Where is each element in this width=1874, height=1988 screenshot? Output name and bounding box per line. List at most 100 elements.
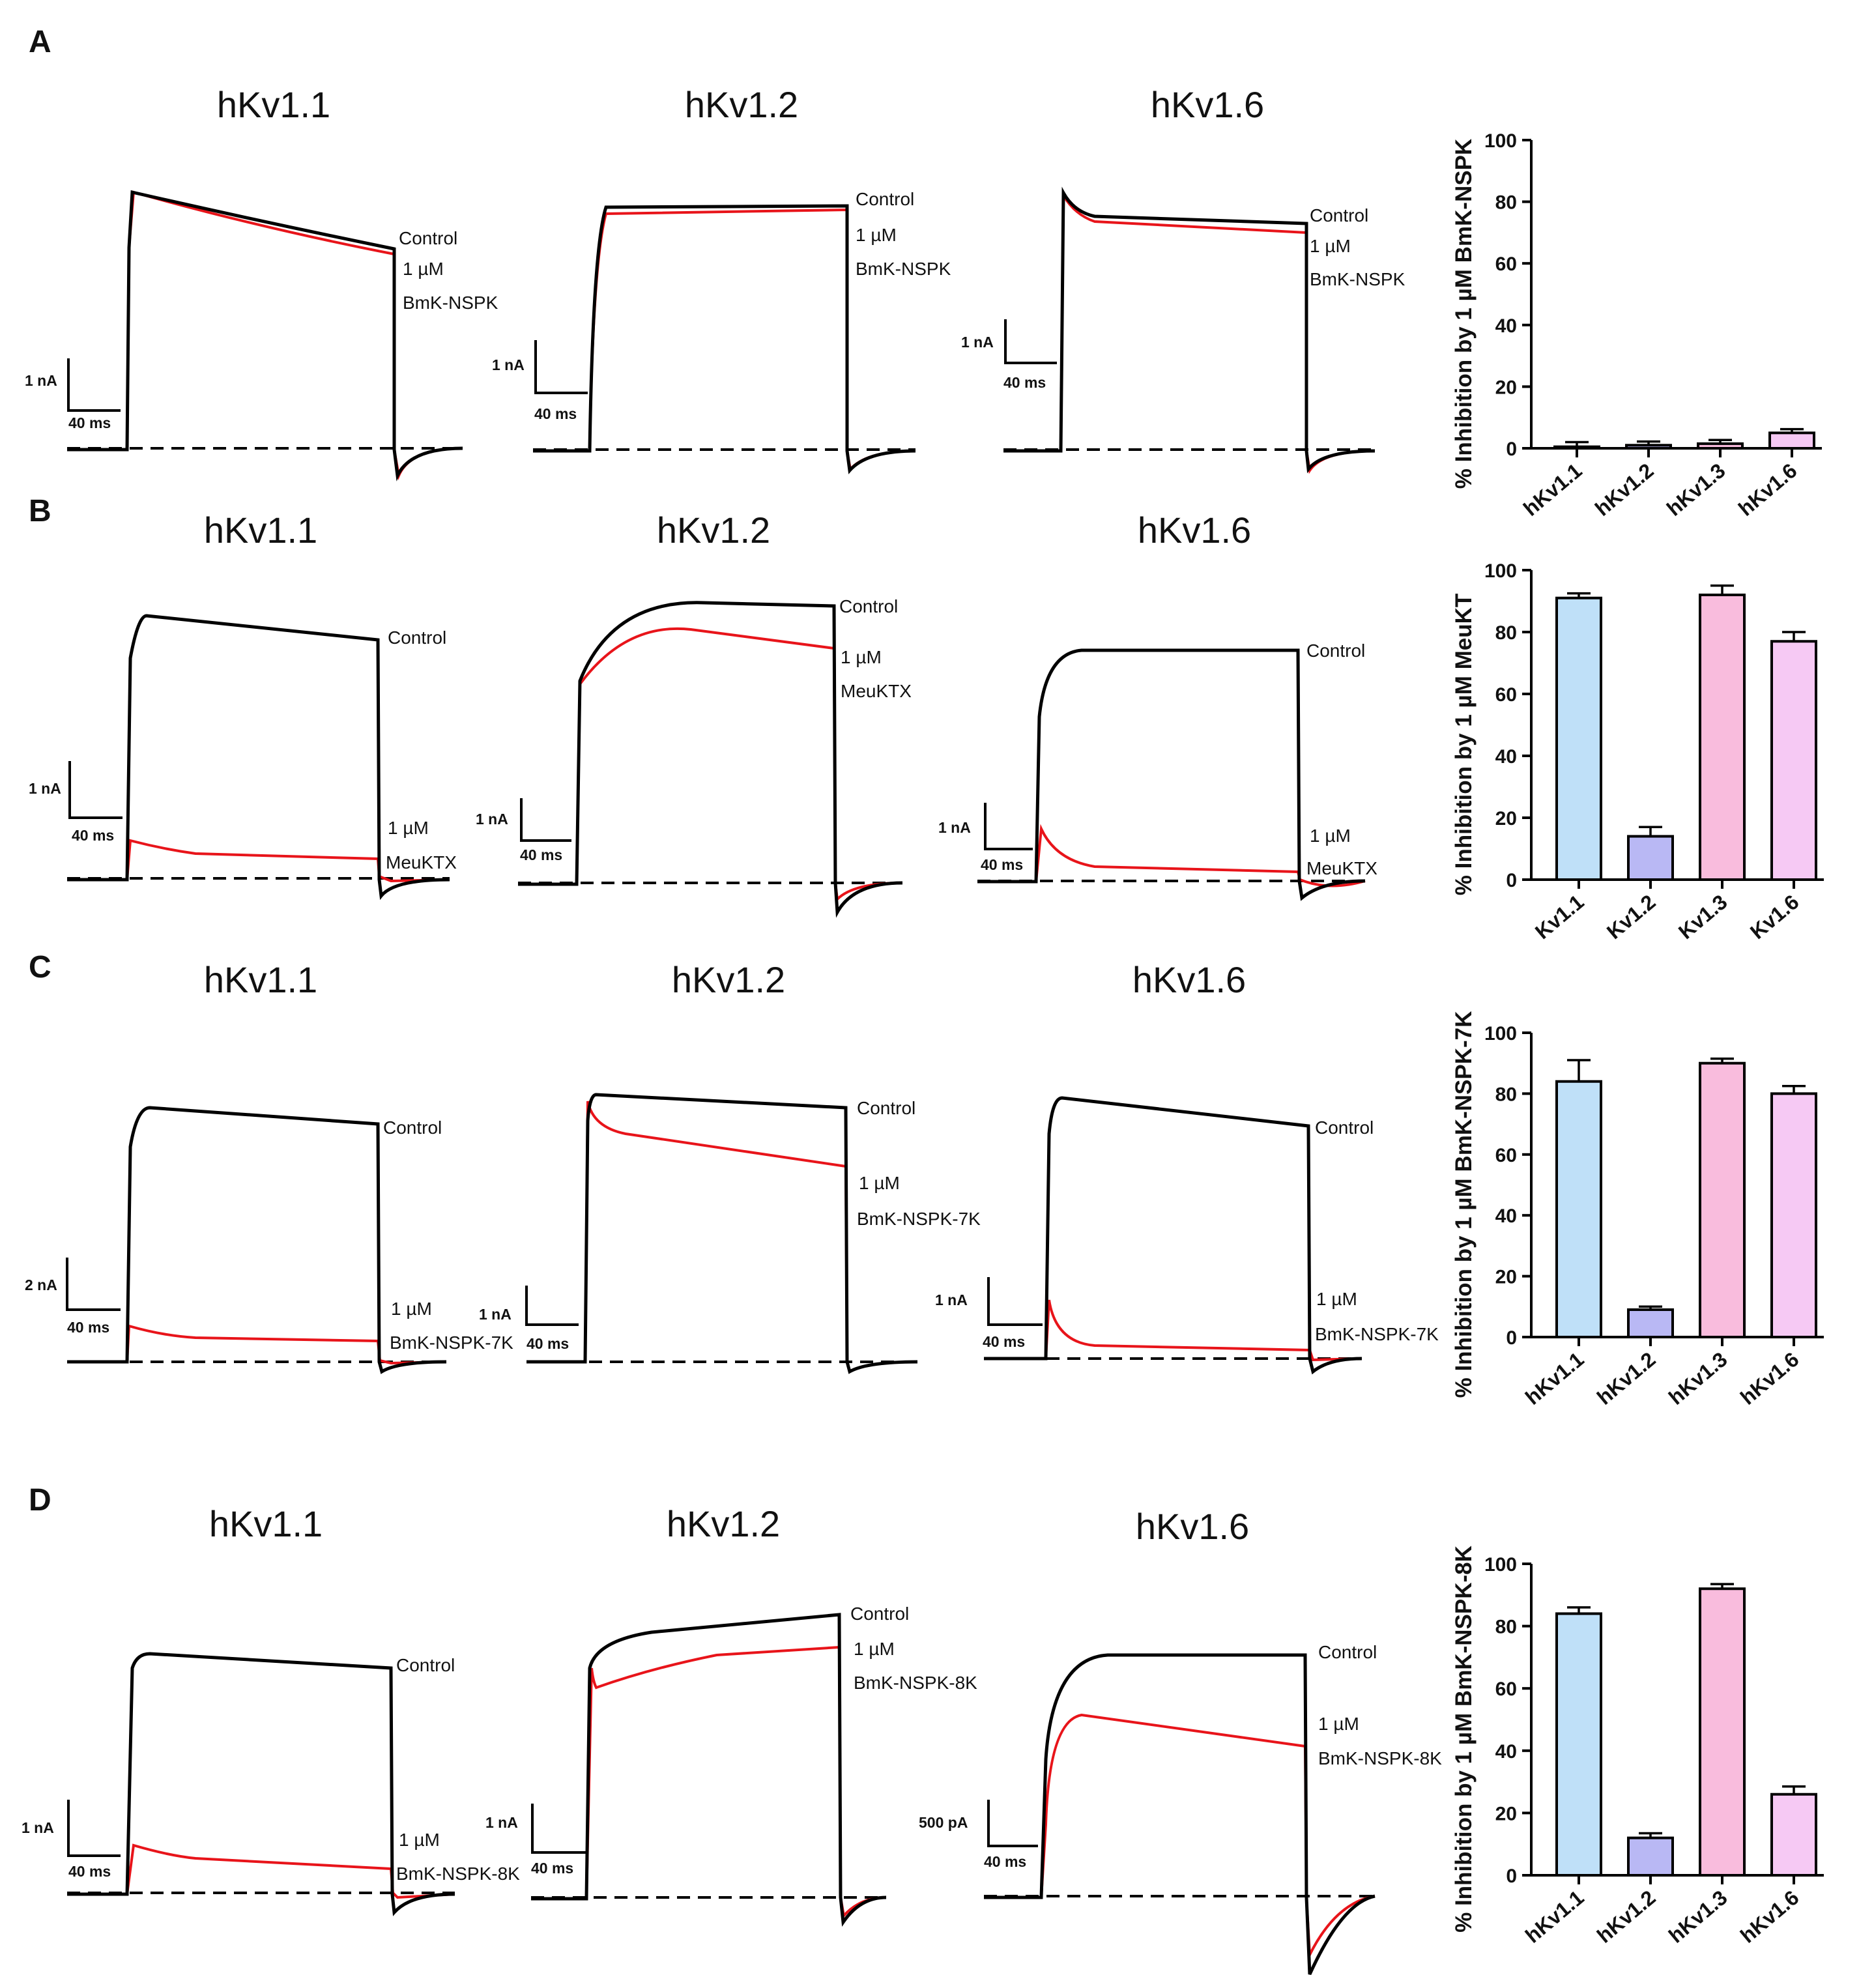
y-tick-label: 100 — [1484, 1023, 1517, 1044]
scale-x-label: 40 ms — [68, 1863, 111, 1880]
toxin-label-dose: 1 µM — [391, 1299, 432, 1319]
bar — [1555, 596, 1602, 881]
y-tick-label: 100 — [1484, 560, 1517, 582]
y-tick-label: 0 — [1506, 1866, 1517, 1887]
scale-y-label: 1 nA — [476, 811, 508, 828]
y-tick-label: 60 — [1495, 1145, 1517, 1166]
scale-bar — [525, 1286, 579, 1326]
scale-x-label: 40 ms — [72, 827, 114, 844]
y-tick-label: 60 — [1495, 684, 1517, 706]
scale-bar — [520, 798, 571, 842]
trace-c1: 2 nA 40 ms Control 1 µM BmK-NSPK-7K — [25, 1106, 513, 1374]
trace-title-d2: hKv1.2 — [667, 1503, 780, 1544]
control-label: Control — [1318, 1642, 1377, 1662]
x-tick-label: hKv1.2 — [1593, 1347, 1660, 1409]
bar — [1768, 431, 1815, 450]
y-axis-label: % Inhibition by 1 µM BmK-NSPK-7K — [1451, 1011, 1477, 1398]
control-trace — [67, 1106, 447, 1374]
trace-title-d1: hKv1.1 — [209, 1503, 323, 1544]
y-tick-label: 80 — [1495, 1084, 1517, 1105]
y-tick-label: 80 — [1495, 192, 1517, 214]
bar — [1625, 444, 1672, 450]
x-tick-label: hKv1.2 — [1591, 459, 1658, 521]
y-tick-label: 40 — [1495, 746, 1517, 768]
x-tick-label: Kv1.1 — [1531, 890, 1589, 944]
scale-x-label: 40 ms — [1003, 374, 1046, 391]
y-tick-label: 20 — [1495, 1267, 1517, 1288]
toxin-label-dose: 1 µM — [856, 225, 897, 245]
control-trace — [984, 1653, 1376, 1976]
scale-bar — [1004, 319, 1057, 364]
toxin-label-name: BmK-NSPK-7K — [857, 1209, 981, 1229]
x-tick-label: hKv1.6 — [1736, 1347, 1804, 1409]
x-tick-label: Kv1.6 — [1746, 890, 1804, 944]
control-trace — [526, 1093, 918, 1374]
toxin-label-name: BmK-NSPK-7K — [1315, 1324, 1439, 1344]
toxin-label-name: MeuKTX — [841, 681, 912, 701]
trace-a1: 1 nA 40 ms Control 1 µM BmK-NSPK — [25, 190, 498, 482]
control-trace — [1003, 186, 1376, 474]
panel-label-c: C — [29, 950, 51, 985]
trace-d3: 500 pA 40 ms Control 1 µM BmK-NSPK-8K — [919, 1642, 1442, 1976]
y-tick-label: 0 — [1506, 439, 1517, 460]
y-axis-label: % Inhibition by 1 µM BmK-NSPK — [1451, 139, 1477, 489]
trace-a2: 1 nA 40 ms Control 1 µM BmK-NSPK — [492, 189, 951, 474]
toxin-label-dose: 1 µM — [859, 1173, 900, 1193]
scale-y-label: 1 nA — [485, 1814, 518, 1831]
bar — [1627, 835, 1674, 881]
toxin-label-dose: 1 µM — [854, 1639, 895, 1659]
scale-y-label: 1 nA — [938, 819, 971, 836]
bar — [1770, 1092, 1817, 1339]
trace-c3: 1 nA 40 ms Control 1 µM BmK-NSPK-7K — [935, 1096, 1439, 1375]
bar — [1770, 1793, 1817, 1877]
bar — [1699, 1587, 1746, 1877]
trace-c2: 1 nA 40 ms Control 1 µM BmK-NSPK-7K — [479, 1093, 981, 1374]
toxin-label-name: BmK-NSPK — [403, 293, 498, 313]
toxin-label-dose: 1 µM — [1310, 826, 1351, 846]
scale-x-label: 40 ms — [983, 1333, 1025, 1350]
toxin-label-name: BmK-NSPK — [856, 259, 951, 279]
trace-b3: 1 nA 40 ms Control 1 µM MeuKTX — [938, 641, 1377, 901]
x-tick-label: hKv1.3 — [1662, 459, 1730, 521]
control-trace — [533, 204, 916, 474]
toxin-trace — [518, 627, 903, 902]
scale-y-label: 1 nA — [22, 1819, 54, 1836]
trace-title-b2: hKv1.2 — [657, 510, 770, 551]
control-label: Control — [388, 627, 446, 648]
y-tick-label: 100 — [1484, 1554, 1517, 1576]
toxin-label-name: BmK-NSPK-7K — [390, 1333, 513, 1353]
control-trace — [67, 614, 450, 900]
scale-y-label: 1 nA — [935, 1291, 968, 1308]
toxin-trace — [984, 1299, 1362, 1362]
toxin-label-dose: 1 µM — [388, 818, 429, 838]
scale-x-label: 40 ms — [520, 846, 562, 863]
scale-x-label: 40 ms — [531, 1860, 573, 1877]
y-tick-label: 100 — [1484, 130, 1517, 152]
control-label: Control — [396, 1655, 455, 1675]
bar — [1697, 442, 1744, 450]
toxin-trace — [67, 839, 450, 883]
control-label: Control — [1306, 641, 1365, 661]
bar-chart-d: 0 20 40 60 80 100 % Inhibition by 1 µM BmK-NSP… — [1451, 1546, 1824, 1948]
scale-y-label: 1 nA — [492, 356, 525, 373]
trace-b1: 1 nA 40 ms Control 1 µM MeuKTX — [29, 614, 457, 900]
trace-title-a1: hKv1.1 — [217, 84, 330, 125]
toxin-label-dose: 1 µM — [1310, 236, 1351, 256]
scale-y-label: 1 nA — [479, 1306, 512, 1323]
scale-bar — [67, 1800, 121, 1857]
bar — [1770, 640, 1817, 881]
bar — [1699, 594, 1746, 881]
trace-title-d3: hKv1.6 — [1136, 1506, 1249, 1547]
y-tick-label: 40 — [1495, 1741, 1517, 1763]
bar — [1555, 1612, 1602, 1877]
scale-bar — [987, 1800, 1038, 1847]
bar — [1627, 1836, 1674, 1877]
control-label: Control — [857, 1098, 915, 1118]
trace-title-a2: hKv1.2 — [685, 84, 798, 125]
trace-b2: 1 nA 40 ms Control 1 µM MeuKTX — [476, 596, 912, 918]
toxin-trace — [977, 824, 1366, 887]
toxin-trace — [67, 1324, 447, 1365]
bar-charts: 0 20 40 60 80 100 % Inhibition by 1 µM BmK-NSP… — [1451, 130, 1824, 1948]
toxin-trace — [531, 1645, 887, 1919]
